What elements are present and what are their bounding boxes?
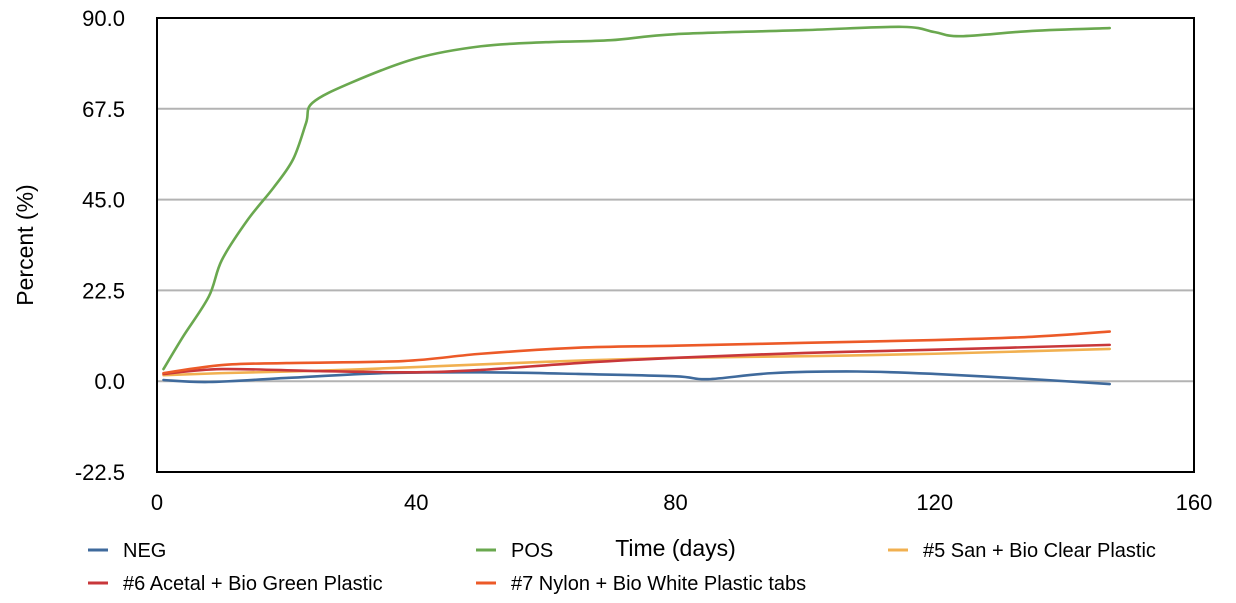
x-tick-label: 120 xyxy=(916,490,953,515)
y-tick-label: -22.5 xyxy=(75,460,125,485)
x-tick-label: 40 xyxy=(404,490,428,515)
x-tick-label: 80 xyxy=(663,490,687,515)
series-line-2 xyxy=(162,347,1112,377)
y-tick-label: 67.5 xyxy=(82,97,125,122)
grid-layer xyxy=(157,107,1194,383)
series-line-3 xyxy=(162,343,1112,376)
plot-frame xyxy=(156,17,1195,473)
legend-label: #6 Acetal + Bio Green Plastic xyxy=(123,573,383,595)
series-line-0 xyxy=(162,370,1112,386)
series-line-4 xyxy=(162,330,1112,375)
legend-label: NEG xyxy=(123,540,166,562)
legend-label: POS xyxy=(511,540,553,562)
x-tick-label: 160 xyxy=(1176,490,1213,515)
series-layer xyxy=(162,25,1112,386)
y-tick-label: 0.0 xyxy=(94,369,125,394)
series-line-1 xyxy=(162,25,1112,371)
x-axis-title: Time (days) xyxy=(615,535,736,561)
y-tick-label: 45.0 xyxy=(82,188,125,213)
tick-layer: -22.5 0.0 22.5 45.0 67.5 90.0 0 40 80 120 160 xyxy=(75,6,1213,515)
x-tick-label: 0 xyxy=(151,490,163,515)
legend-label: #7 Nylon + Bio White Plastic tabs xyxy=(511,573,806,595)
legend-label: #5 San + Bio Clear Plastic xyxy=(923,540,1156,562)
y-axis-title: Percent (%) xyxy=(12,184,38,305)
y-tick-label: 90.0 xyxy=(82,6,125,31)
legend: NEG POS #5 San + Bio Clear Plastic #6 Aceta… xyxy=(88,540,1156,595)
y-tick-label: 22.5 xyxy=(82,278,125,303)
